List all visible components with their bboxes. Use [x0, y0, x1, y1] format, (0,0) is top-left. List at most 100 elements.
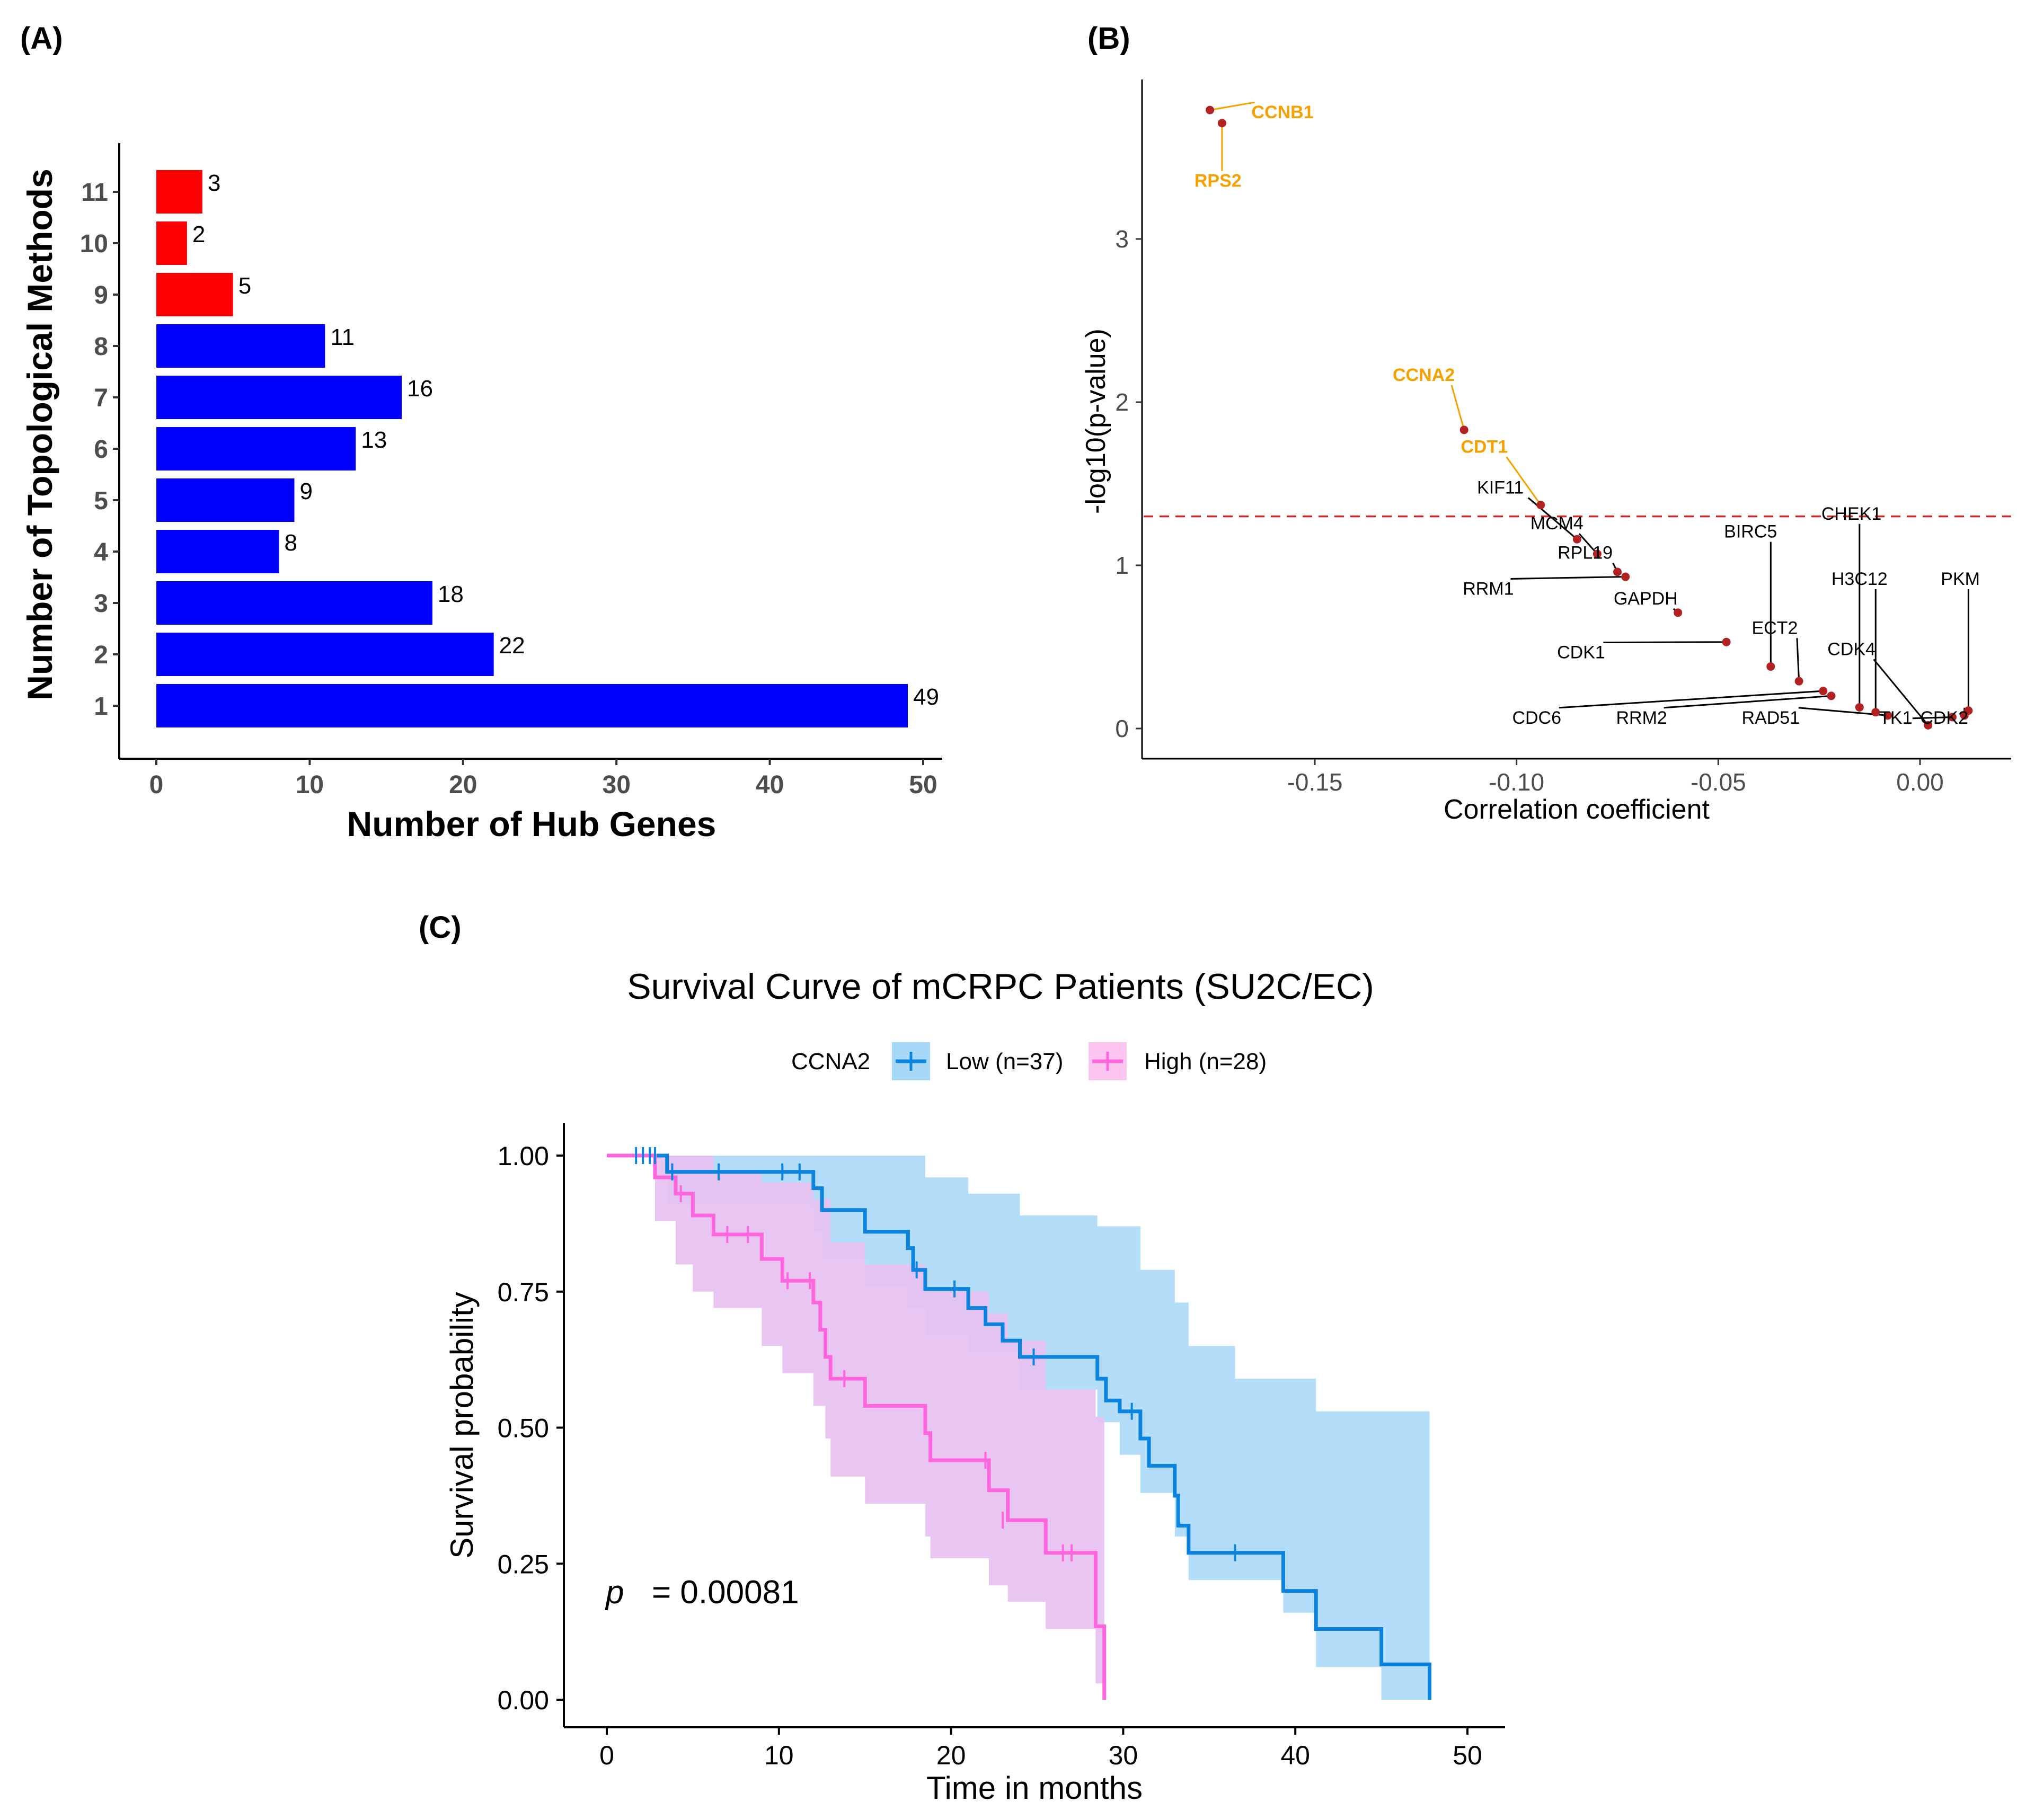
point-rpl19	[1613, 567, 1622, 576]
y-tick-label-2: 2	[1115, 388, 1129, 416]
point-ccna2	[1459, 425, 1468, 434]
panel-b-scatter: CCNB1 RPS2 CCNA2 CDT1 KIF11 MCM4 RPL19 RRM1 GAPD…	[1081, 79, 2011, 825]
x-tick-label-40: 40	[756, 771, 784, 799]
y-tick-label-2: 2	[94, 641, 108, 669]
point-mcm4	[1593, 549, 1602, 558]
gene-label-rps2: RPS2	[1195, 171, 1242, 191]
point-rrm1	[1621, 572, 1630, 581]
survival-curves	[607, 1153, 1431, 1700]
x-tick-label-0: 0	[599, 1741, 614, 1770]
gene-label-cdt1: CDT1	[1461, 437, 1508, 457]
gene-label-birc5: BIRC5	[1724, 522, 1777, 542]
gene-label-rrm2: RRM2	[1616, 708, 1667, 728]
x-tick-label-0: 0	[149, 771, 164, 799]
curve-high	[607, 1153, 1107, 1700]
x-tick-label-1: -0.10	[1489, 768, 1544, 796]
leader-kif11	[1527, 497, 1578, 540]
p-value-text: = 0.00081	[652, 1574, 799, 1611]
leader-ect2	[1796, 638, 1800, 681]
point-gapdh	[1674, 608, 1683, 617]
panel-label-c: (C)	[419, 910, 462, 945]
panel-c-survival: Survival Curve of mCRPC Patients (SU2C/E…	[444, 966, 1505, 1806]
panel-label-b: (B)	[1087, 21, 1130, 56]
bar-label-methods-9: 5	[238, 273, 251, 299]
leader-rrm1	[1510, 576, 1626, 580]
x-tick-label-20: 20	[449, 771, 477, 799]
gene-label-tk1: TK1	[1879, 708, 1912, 728]
bar-label-methods-1: 49	[913, 684, 939, 710]
gene-label-cdk4: CDK4	[1827, 639, 1876, 659]
bar-methods-4	[156, 530, 279, 573]
point-cdc6	[1819, 687, 1828, 696]
bar-label-methods-11: 3	[208, 170, 220, 196]
y-tick-label-1: 0.25	[498, 1549, 549, 1579]
curve-low	[607, 1153, 1431, 1700]
y-tick-label-9: 9	[94, 281, 108, 309]
bar-methods-11	[156, 170, 202, 214]
x-tick-label-10: 10	[764, 1741, 794, 1770]
legend-label-high: High (n=28)	[1144, 1049, 1267, 1075]
p-value-label: p	[605, 1574, 624, 1611]
point-cdk4	[1924, 721, 1933, 730]
y-ticks: 1 2 3 4 5 6 7 8 9 10 11	[80, 179, 119, 721]
point-ect2	[1794, 677, 1803, 686]
point-tk1	[1948, 713, 1957, 722]
gene-label-ccna2: CCNA2	[1393, 365, 1455, 385]
bar-label-methods-2: 22	[499, 633, 525, 659]
x-tick-label-2: -0.05	[1691, 768, 1746, 796]
y-tick-label-8: 8	[94, 333, 108, 361]
legend-title: CCNA2	[791, 1049, 870, 1075]
bar-methods-9	[156, 273, 233, 316]
gene-label-kif11: KIF11	[1477, 477, 1524, 498]
y-axis-title: Survival probability	[444, 1292, 480, 1559]
gene-label-rad51: RAD51	[1742, 708, 1800, 728]
gene-label-chek1: CHEK1	[1821, 504, 1881, 524]
point-birc5	[1766, 662, 1775, 671]
point-kif11	[1572, 535, 1581, 544]
y-ticks: 0.00 0.25 0.50 0.75 1.00	[498, 1141, 564, 1715]
y-tick-label-0: 0.00	[498, 1685, 549, 1715]
bar-label-methods-8: 11	[330, 324, 355, 350]
y-tick-label-6: 6	[94, 436, 108, 464]
y-tick-label-7: 7	[94, 384, 108, 412]
leader-ccna2	[1450, 385, 1465, 430]
gene-label-cdk1: CDK1	[1557, 643, 1605, 663]
gene-label-ect2: ECT2	[1751, 618, 1798, 638]
y-ticks: 0 1 2 3	[1115, 225, 1142, 742]
point-cdk1	[1722, 637, 1731, 646]
x-tick-label-30: 30	[603, 771, 631, 799]
gene-label-pkm: PKM	[1941, 569, 1980, 589]
x-ticks: 0 10 20 30 40 50	[599, 1727, 1482, 1770]
label-leader-lines	[1209, 101, 1969, 726]
confidence-bands	[607, 1156, 1430, 1700]
gene-label-gapdh: GAPDH	[1614, 589, 1678, 609]
band-low	[607, 1156, 1430, 1700]
gene-label-rpl19: RPL19	[1558, 543, 1613, 563]
y-tick-label-3: 3	[1115, 225, 1129, 253]
bar-methods-1	[156, 684, 908, 727]
point-rrm2	[1827, 691, 1836, 700]
y-tick-label-4: 1.00	[498, 1141, 549, 1171]
gene-labels: CCNB1 RPS2 CCNA2 CDT1 KIF11 MCM4 RPL19 RRM1 GAPD…	[1195, 102, 1980, 728]
chart-title: Survival Curve of mCRPC Patients (SU2C/E…	[627, 966, 1374, 1007]
point-rps2	[1217, 119, 1226, 128]
leader-cdc6	[1559, 690, 1824, 709]
y-tick-label-2: 0.50	[498, 1414, 549, 1443]
x-axis-title: Correlation coefficient	[1444, 794, 1710, 825]
point-chek1	[1855, 703, 1864, 712]
x-tick-label-50: 50	[909, 771, 937, 799]
bar-methods-8	[156, 324, 325, 368]
bar-methods-7	[156, 376, 402, 419]
leader-mcm4	[1578, 533, 1598, 555]
censor-marks	[635, 1147, 1236, 1561]
gene-label-ccnb1: CCNB1	[1252, 102, 1314, 122]
bar-label-methods-5: 9	[299, 478, 312, 504]
gene-label-cdc6: CDC6	[1512, 708, 1561, 728]
y-tick-label-4: 4	[94, 538, 108, 566]
x-tick-label-20: 20	[936, 1741, 966, 1770]
x-ticks: -0.15 -0.10 -0.05 0.00	[1287, 759, 1944, 796]
point-rad51	[1883, 711, 1892, 720]
leader-ccnb1	[1209, 101, 1255, 111]
